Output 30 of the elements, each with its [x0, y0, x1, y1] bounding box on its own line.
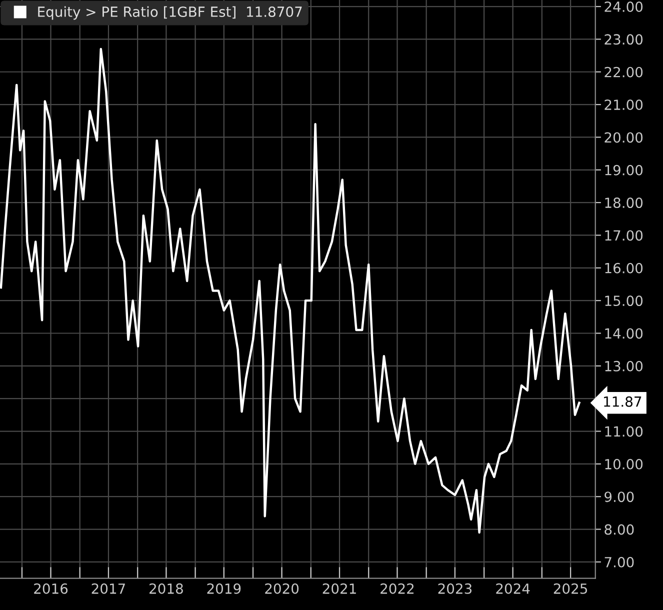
y-tick-label: 13.00	[605, 360, 643, 372]
y-tick-label: 24.00	[604, 2, 643, 12]
y-tick-label: 9.00	[604, 492, 634, 502]
y-tick-label: 19.00	[605, 164, 643, 176]
y-tick-label: 17.00	[605, 230, 643, 241]
x-tick-label: 2023	[438, 583, 472, 594]
y-tick-label: 23.00	[604, 34, 643, 45]
x-tick-label: 2019	[207, 583, 241, 594]
y-tick-label: 10.00	[605, 458, 643, 470]
y-tick-label: 8.00	[604, 524, 634, 535]
x-tick-label: 2017	[92, 583, 125, 594]
x-tick-label: 2022	[380, 583, 414, 594]
x-tick-label: 2016	[34, 583, 68, 594]
line-series	[0, 48, 580, 534]
x-tick-label: 2025	[554, 583, 588, 594]
y-tick-label: 16.00	[605, 262, 643, 274]
y-tick-label: 20.00	[604, 132, 643, 143]
y-tick-label: 22.00	[604, 66, 643, 78]
y-tick-label: 14.00	[605, 328, 643, 339]
y-tick-label: 18.00	[605, 198, 643, 208]
x-tick-label: 2020	[265, 583, 299, 594]
x-tick-label: 2024	[496, 583, 530, 594]
x-tick-label: 2021	[322, 583, 356, 594]
y-tick-label: 11.00	[605, 426, 643, 437]
x-tick-label: 2018	[150, 583, 183, 594]
legend-label: Equity > PE Ratio [1GBF Est] 11.8707	[38, 6, 302, 20]
annotation: 11.87	[604, 396, 642, 407]
y-tick-label: 7.00	[604, 556, 634, 568]
y-tick-label: 15.00	[605, 296, 643, 306]
y-tick-label: 21.00	[604, 100, 643, 110]
